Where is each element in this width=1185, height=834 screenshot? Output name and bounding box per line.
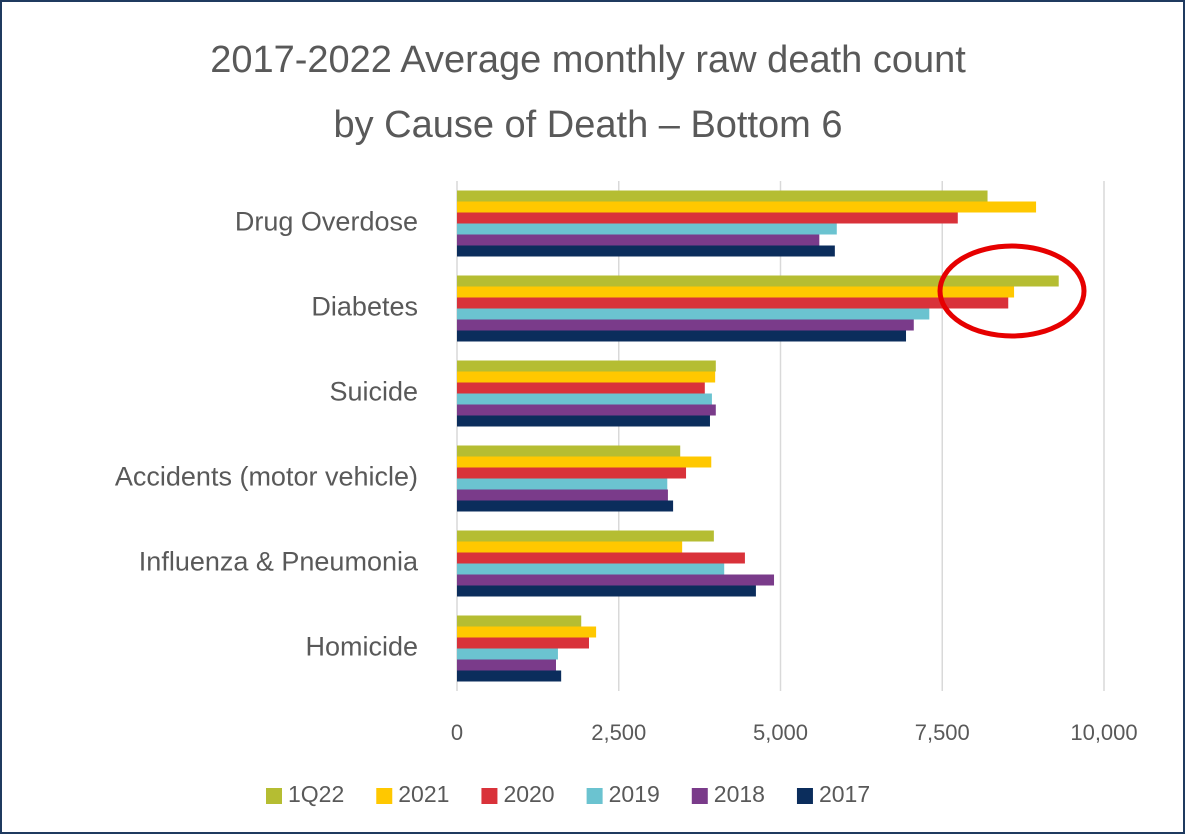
legend-label: 2018 (714, 781, 765, 807)
bar (457, 530, 714, 542)
bar (457, 330, 907, 342)
x-tick-label: 0 (451, 720, 463, 745)
bar (457, 445, 681, 457)
bar (457, 637, 589, 649)
bar (457, 371, 716, 383)
bar (457, 286, 1015, 298)
y-tick-label: Diabetes (311, 292, 418, 322)
bar (457, 615, 582, 627)
bar (457, 212, 958, 224)
plot: 0 2,500 5,000 7,500 10,000 Drug Overdose Diabe… (115, 181, 1138, 807)
legend-label: 1Q22 (288, 781, 344, 807)
x-tick-label: 7,500 (915, 720, 970, 745)
legend-label: 2021 (398, 781, 449, 807)
legend-swatch (481, 788, 498, 804)
bar (457, 467, 687, 479)
y-tick-label: Drug Overdose (235, 207, 418, 237)
bar (457, 415, 710, 427)
bar (457, 626, 597, 638)
bar (457, 404, 716, 416)
bar (457, 308, 930, 320)
bar (457, 297, 1009, 309)
bar (457, 552, 745, 564)
bar (457, 393, 712, 405)
legend-label: 2020 (503, 781, 554, 807)
legend-swatch (691, 788, 708, 804)
chart-title: by Cause of Death – Bottom 6 (333, 104, 842, 146)
bar (457, 563, 725, 575)
legend-swatch (586, 788, 603, 804)
y-tick-label: Homicide (305, 632, 418, 662)
x-tick-label: 10,000 (1070, 720, 1137, 745)
bar (457, 670, 562, 682)
bar (457, 234, 820, 246)
y-tick-label: Influenza & Pneumonia (139, 547, 419, 577)
bar (457, 478, 668, 490)
legend-swatch (266, 788, 282, 804)
x-tick-label: 5,000 (753, 720, 808, 745)
bar (457, 574, 775, 586)
bar (457, 275, 1059, 287)
bar (457, 245, 835, 257)
legend-swatch (796, 788, 813, 804)
legend-label: 2017 (819, 781, 870, 807)
legend-label: 2019 (609, 781, 660, 807)
bar (457, 456, 712, 468)
x-tick-label: 2,500 (591, 720, 646, 745)
bar (457, 223, 837, 235)
bar (457, 489, 668, 501)
bar (457, 585, 756, 597)
highlight-ellipse (937, 243, 1087, 339)
bar (457, 382, 705, 394)
y-tick-label: Suicide (329, 377, 418, 407)
bar (457, 201, 1037, 213)
bar (457, 360, 716, 372)
bar (457, 319, 914, 331)
legend-swatch (376, 788, 393, 804)
y-tick-label: Accidents (motor vehicle) (115, 462, 418, 492)
chart-title: 2017-2022 Average monthly raw death coun… (210, 39, 966, 81)
bar (457, 541, 683, 553)
bar (457, 659, 556, 671)
bar (457, 648, 558, 660)
bar (457, 500, 674, 512)
bar (457, 190, 988, 202)
